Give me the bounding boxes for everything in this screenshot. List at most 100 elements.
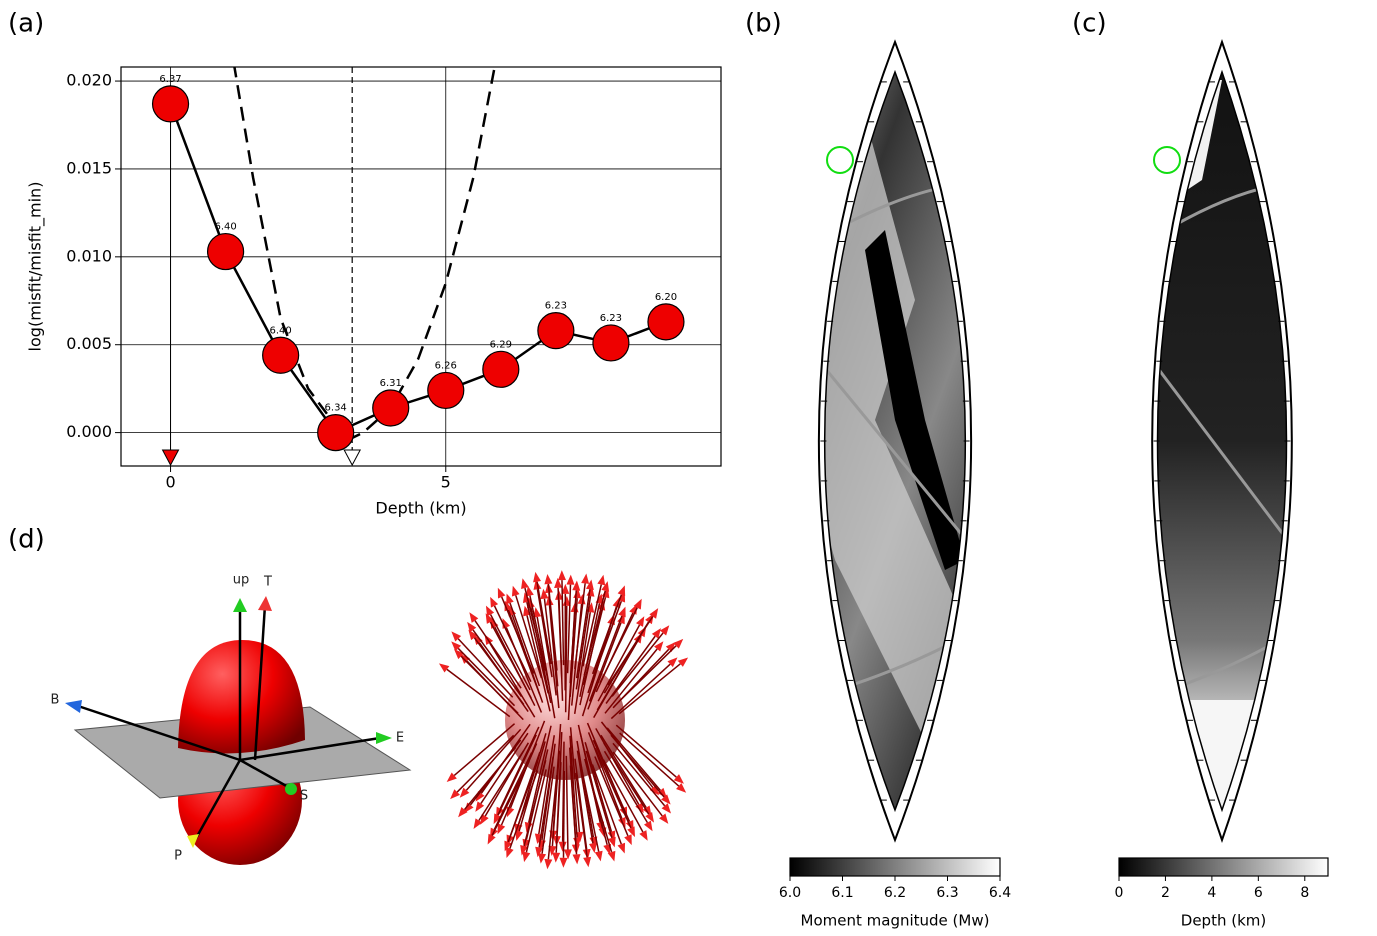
spike-head [566,575,574,585]
spike-head [498,588,506,599]
colorbar-tick-label: 6.2 [884,885,906,901]
point-label: 6.29 [490,339,512,350]
point-label: 6.34 [325,403,347,414]
point-label: 6.40 [270,325,292,336]
spike-head [506,847,514,858]
panel-label: (c) [1072,9,1107,39]
data-point [153,86,189,122]
arrow [285,783,297,795]
mechanism-diagram [65,570,688,869]
arrow [233,598,247,612]
spike-head [439,663,449,672]
point-label: 6.26 [435,360,457,371]
spike-head [488,834,496,845]
point-label: 6.23 [545,301,567,312]
colorbar-label: Depth (km) [1181,912,1266,930]
colorbar-tick-label: 6 [1254,885,1263,901]
y-tick-label: 0.005 [66,334,112,353]
point-label: 6.23 [600,313,622,324]
colorbar-label: Moment magnitude (Mw) [801,912,990,930]
spike-head [581,573,589,583]
y-tick-label: 0.020 [66,71,112,90]
point-label: 6.37 [159,74,181,85]
colorbar-tick-label: 6.1 [831,885,853,901]
colorbar-tick-label: 4 [1207,885,1216,901]
data-point [208,234,244,270]
axis-label: P [174,849,182,864]
spike [606,636,655,703]
spike-head [636,616,644,627]
spike-head [512,586,520,597]
point-label: 6.31 [380,378,402,389]
spike-head [490,597,498,608]
axis-label: S [300,789,308,804]
y-tick-label: 0.015 [66,158,112,177]
colorbar-tick-label: 2 [1161,885,1170,901]
arrow [65,700,82,713]
data-point [428,372,464,408]
spike-head [475,801,484,812]
marker [163,450,179,465]
field [750,42,1040,840]
point-label: 6.40 [214,222,236,233]
axis-label: B [51,693,60,708]
axis-label: E [396,731,404,746]
colorbar-tick-label: 6.0 [779,885,801,901]
spike-head [624,834,632,845]
highlight-circle [827,147,853,173]
y-tick-label: 0.010 [66,246,112,265]
bottom-band [1089,700,1355,800]
spike-head [639,830,647,841]
panel-label: (d) [8,525,45,555]
spike-head [573,854,581,864]
arrow [376,732,392,744]
plot-frame [121,67,721,466]
point-label: 6.20 [655,292,677,303]
colorbar-tick-label: 6.3 [936,885,958,901]
spike-head [538,853,546,863]
y-tick-label: 0.000 [66,422,112,441]
spike-head [486,606,494,617]
upper-lobe [178,640,305,753]
spike-head [589,843,597,854]
spike-head [597,575,605,586]
data-point [483,351,519,387]
lune-plots [750,42,1355,840]
colorbar [790,858,1000,876]
panel-label: (a) [8,9,44,39]
x-axis-label: Depth (km) [375,499,466,518]
spike-head [544,859,552,869]
data-point [593,325,629,361]
spike-head [467,622,476,632]
data-point [538,313,574,349]
spike-head [533,572,541,583]
spike-head [559,858,567,868]
arrow [258,596,272,611]
data-point [373,390,409,426]
spike [447,669,510,716]
lune-field [750,42,1040,840]
x-tick-label: 5 [441,473,451,492]
colorbar-tick-label: 8 [1300,885,1309,901]
spike-head [618,585,626,596]
spike-head [552,852,560,862]
series-line [171,104,666,433]
spike-head [659,814,668,824]
colorbar [1119,858,1328,876]
data-point [318,415,354,451]
spike-head [469,612,478,623]
axis-label: up [233,573,250,588]
spike-head [595,851,603,862]
lune-field [1089,42,1355,840]
spike-head [498,823,506,834]
spike-head [618,843,626,854]
marker [344,450,360,465]
y-axis-label: log(misfit/misfit_min) [26,182,46,352]
spike [563,771,564,858]
spike [458,648,514,705]
data-point [648,304,684,340]
spike-head [544,574,552,584]
panel-label: (b) [745,9,782,39]
colorbar-tick-label: 6.4 [989,885,1011,901]
highlight-circle [1154,147,1180,173]
